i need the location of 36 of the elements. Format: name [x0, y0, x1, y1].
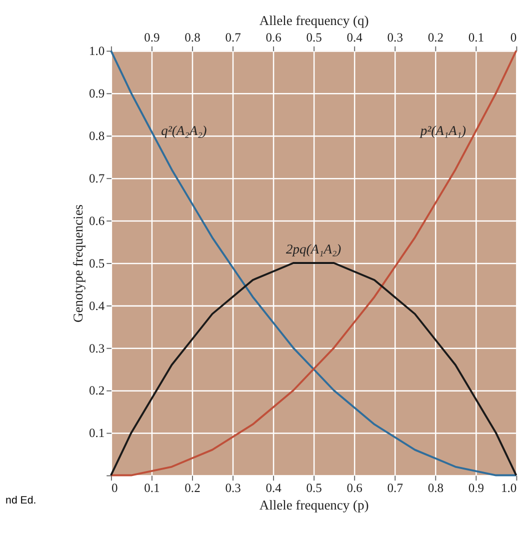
x-tick-label: 0.5 — [306, 481, 322, 496]
x-tick-label: 0.7 — [387, 481, 403, 496]
x2-tick-label: 0.6 — [266, 30, 282, 45]
y-tick-label: 0.1 — [89, 426, 105, 440]
y-tick-label: 0.6 — [89, 214, 105, 228]
y-tick-label: 0.8 — [89, 128, 105, 143]
x-tick-label: 0.2 — [184, 481, 200, 496]
x2-tick-label: 0.7 — [225, 30, 241, 45]
x-tick-label: 0.6 — [346, 481, 362, 496]
x2-tick-label: 0.4 — [346, 30, 364, 45]
x-tick-label: 1.0 — [501, 481, 517, 496]
x2-tick-label: 0.9 — [144, 30, 160, 45]
y-tick-label: 0.2 — [89, 384, 105, 398]
x2-tick-label: 0.2 — [428, 30, 444, 45]
x2-axis-title: Allele frequency (q) — [259, 13, 369, 28]
x-tick-label: 0.4 — [266, 481, 282, 496]
y-tick-label: 0.5 — [89, 256, 105, 270]
x-axis-title: Allele frequency (p) — [259, 498, 369, 513]
text: nd Ed. — [6, 494, 36, 506]
x-tick-label: 0.1 — [144, 481, 160, 496]
y-tick-label: 0.4 — [89, 298, 106, 313]
x2-tick-label: 0.5 — [306, 30, 322, 45]
y-tick-label: 1.0 — [89, 44, 105, 58]
x2-tick-label: 0 — [510, 30, 517, 45]
x-tick-label: 0.8 — [428, 481, 444, 496]
x2-tick-label: 0.8 — [184, 30, 200, 45]
y-axis-title: Genotype frequencies — [70, 204, 86, 323]
x-tick-label: 0.9 — [468, 481, 484, 496]
y-tick-label: 0.7 — [89, 171, 105, 186]
x-tick-label: 0 — [111, 481, 118, 496]
line-series — [110, 50, 518, 476]
y-tick-label: 0.9 — [89, 86, 105, 101]
y-tick-label: 0.3 — [89, 341, 105, 356]
x2-tick-label: 0.3 — [387, 30, 403, 45]
x2-tick-label: 0.1 — [468, 30, 484, 45]
x-tick-label: 0.3 — [225, 481, 241, 496]
